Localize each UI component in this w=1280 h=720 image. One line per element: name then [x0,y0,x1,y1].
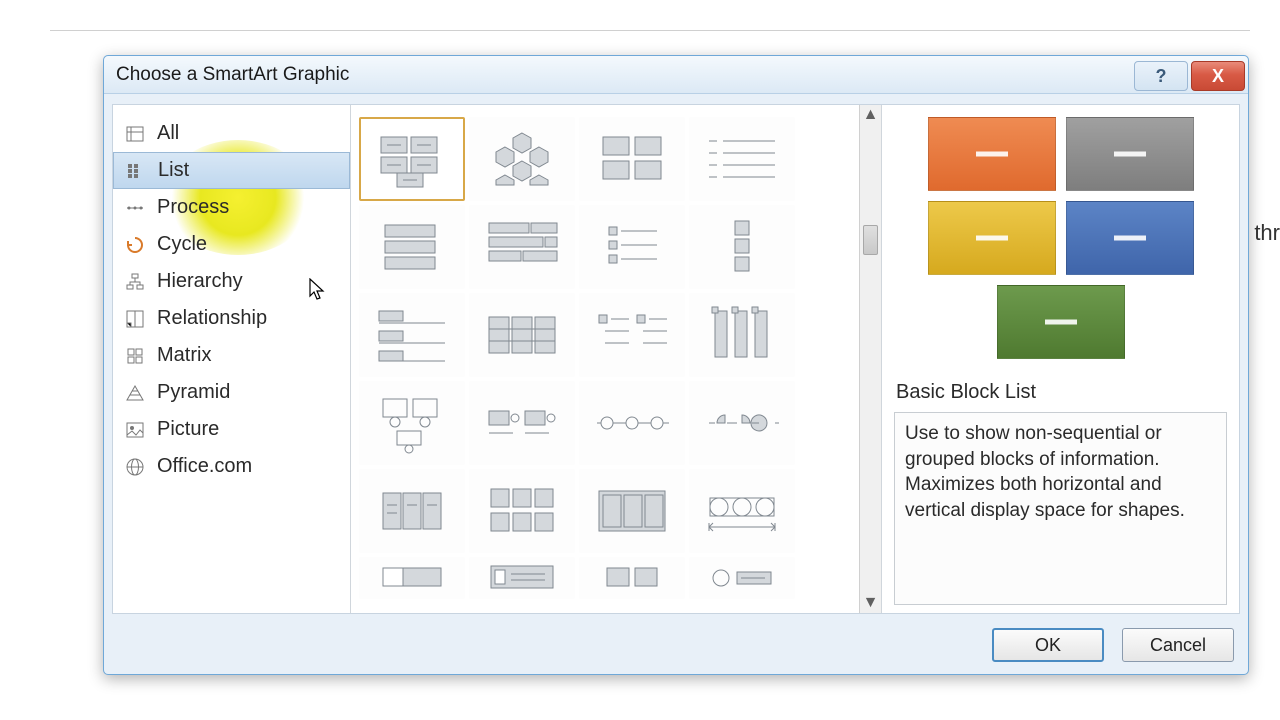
graphics-pane: ▲ ▼ [351,105,881,613]
graphics-grid [351,105,859,613]
preview-description: Use to show non-sequential or grouped bl… [894,412,1227,605]
category-all[interactable]: All [113,115,350,152]
category-hierarchy[interactable]: Hierarchy [113,263,350,300]
category-picture[interactable]: Picture [113,411,350,448]
preview-block-5 [997,285,1125,359]
category-matrix[interactable]: Matrix [113,337,350,374]
graphics-scrollbar[interactable]: ▲ ▼ [859,105,881,613]
thumb-table-list[interactable] [469,293,575,377]
cancel-button[interactable]: Cancel [1122,628,1234,662]
thumb-vertical-picture-list[interactable] [689,293,795,377]
globe-icon [125,457,145,477]
picture-icon [125,420,145,440]
thumb-hierarchy-list[interactable] [579,293,685,377]
category-cycle[interactable]: Cycle [113,226,350,263]
category-label: Hierarchy [157,270,243,293]
dialog-body: All List Process Cycle [112,104,1240,614]
category-label: List [158,159,189,182]
thumb-stacked-list[interactable] [359,381,465,465]
thumb-picture-caption-list[interactable] [579,117,685,201]
cycle-icon [125,235,145,255]
category-label: Relationship [157,307,267,330]
category-list-item[interactable]: List [113,152,350,189]
category-list: All List Process Cycle [113,105,351,613]
document-rule [50,30,1250,31]
scroll-thumb[interactable] [863,225,878,255]
category-process[interactable]: Process [113,189,350,226]
dialog-button-row: OK Cancel [992,628,1234,662]
background-text: thr [1254,220,1280,246]
thumb-picture-accent-list[interactable] [579,469,685,553]
category-officecom[interactable]: Office.com [113,448,350,485]
thumb-basic-block-list[interactable] [359,117,465,201]
category-label: Pyramid [157,381,230,404]
scroll-down-button[interactable]: ▼ [860,593,881,613]
category-label: All [157,122,179,145]
thumb-square-accent-list[interactable] [579,205,685,289]
all-icon [125,124,145,144]
thumb-trapezoid-list[interactable] [579,557,685,599]
preview-block-1 [928,117,1056,191]
thumb-lined-list[interactable] [689,117,795,201]
thumb-continuous-picture-list[interactable] [579,381,685,465]
thumb-vertical-bullet-list[interactable] [359,557,465,599]
category-label: Picture [157,418,219,441]
matrix-icon [125,346,145,366]
thumb-vertical-box-list[interactable] [359,205,465,289]
hierarchy-icon [125,272,145,292]
thumb-vertical-block-list[interactable] [689,205,795,289]
dialog-title: Choose a SmartArt Graphic [116,64,349,86]
category-label: Cycle [157,233,207,256]
smartart-dialog: Choose a SmartArt Graphic ? X All List [103,55,1249,675]
preview-title: Basic Block List [896,381,1225,404]
thumb-bending-picture-blocks[interactable] [469,469,575,553]
pyramid-icon [125,383,145,403]
preview-block-2 [1066,117,1194,191]
thumb-target-list[interactable] [689,469,795,553]
category-label: Office.com [157,455,252,478]
ok-button[interactable]: OK [992,628,1104,662]
thumb-hexagon-cluster[interactable] [469,117,575,201]
process-icon [125,198,145,218]
category-label: Process [157,196,229,219]
thumb-pie-process[interactable] [689,381,795,465]
thumb-descending-block-list[interactable] [689,557,795,599]
dialog-titlebar: Choose a SmartArt Graphic ? X [104,56,1248,94]
preview-block-4 [1066,201,1194,275]
scroll-up-button[interactable]: ▲ [860,105,881,125]
close-button[interactable]: X [1191,61,1245,91]
preview-pane: Basic Block List Use to show non-sequent… [881,105,1239,613]
preview-block-3 [928,201,1056,275]
thumb-horizontal-picture-list[interactable] [469,381,575,465]
thumb-horizontal-bullet-list[interactable] [469,205,575,289]
category-relationship[interactable]: Relationship [113,300,350,337]
relationship-icon [125,309,145,329]
preview-swatches [894,117,1227,359]
help-button[interactable]: ? [1134,61,1188,91]
list-icon [126,161,146,181]
thumb-vertical-picture-accent-list[interactable] [469,557,575,599]
category-label: Matrix [157,344,211,367]
thumb-tab-list[interactable] [359,293,465,377]
category-pyramid[interactable]: Pyramid [113,374,350,411]
thumb-grouped-list[interactable] [359,469,465,553]
